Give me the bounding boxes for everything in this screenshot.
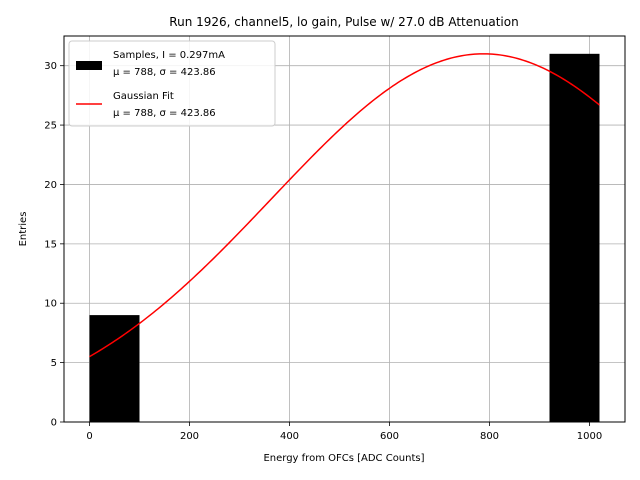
legend-box bbox=[68, 40, 276, 127]
y-tick-label: 15 bbox=[44, 239, 57, 250]
y-axis-ticks: 0 5 10 15 20 25 30 bbox=[44, 61, 64, 429]
x-axis-label: Energy from OFCs [ADC Counts] bbox=[263, 453, 424, 464]
legend-histogram-stats: μ = 788, σ = 423.86 bbox=[113, 67, 216, 78]
legend-fit-stats: μ = 788, σ = 423.86 bbox=[113, 108, 216, 119]
y-tick-label: 10 bbox=[44, 299, 57, 310]
grid bbox=[64, 36, 625, 423]
gaussian-fit-curve bbox=[89, 53, 600, 358]
y-tick-label: 20 bbox=[44, 180, 57, 191]
legend-fit-label: Gaussian Fit bbox=[113, 91, 174, 102]
legend: Samples, I = 0.297mA μ = 788, σ = 423.86… bbox=[68, 40, 276, 127]
x-tick-label: 400 bbox=[280, 431, 299, 442]
y-tick-label: 5 bbox=[51, 358, 57, 369]
legend-histogram-label: Samples, I = 0.297mA bbox=[113, 50, 225, 61]
x-axis-ticks: 0 200 400 600 800 1000 bbox=[86, 422, 602, 442]
x-tick-label: 0 bbox=[86, 431, 92, 442]
x-tick-label: 600 bbox=[380, 431, 399, 442]
x-tick-label: 200 bbox=[180, 431, 199, 442]
histogram-bars bbox=[89, 53, 600, 423]
y-tick-label: 25 bbox=[44, 121, 57, 132]
chart-title: Run 1926, channel5, lo gain, Pulse w/ 27… bbox=[169, 15, 518, 29]
y-axis-label: Entries bbox=[18, 212, 29, 247]
y-tick-label: 0 bbox=[51, 418, 57, 429]
histogram-bar bbox=[89, 315, 140, 422]
fit-curve-group bbox=[89, 53, 600, 358]
legend-histogram-swatch bbox=[76, 61, 102, 70]
plot-frame bbox=[63, 35, 626, 423]
x-tick-label: 800 bbox=[480, 431, 499, 442]
histogram-bar bbox=[549, 53, 600, 423]
x-tick-label: 1000 bbox=[577, 431, 602, 442]
y-tick-label: 30 bbox=[44, 61, 57, 72]
